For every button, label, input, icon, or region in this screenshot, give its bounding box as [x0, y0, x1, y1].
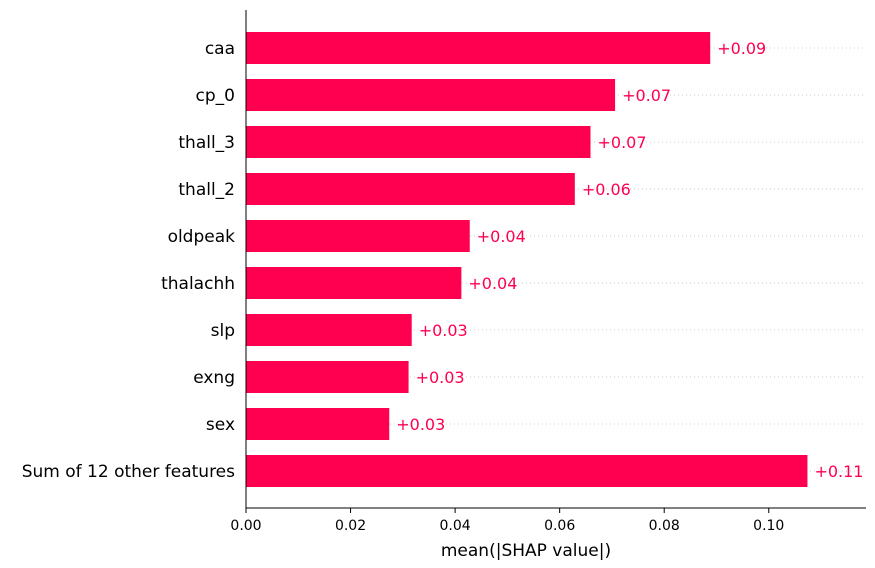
category-label: Sum of 12 other features: [22, 462, 235, 482]
category-label: thall_2: [178, 180, 235, 200]
x-tick-label: 0.08: [649, 518, 680, 534]
value-label: +0.04: [477, 227, 526, 246]
guide-lines: [246, 47, 866, 472]
value-label: +0.07: [622, 86, 671, 105]
bar: [246, 361, 409, 393]
x-ticks: 0.00 0.02 0.04 0.06 0.08 0.10: [230, 508, 784, 534]
category-label: caa: [205, 39, 235, 59]
x-tick-label: 0.06: [544, 518, 575, 534]
bar: [246, 32, 711, 64]
value-label: +0.07: [598, 133, 647, 152]
category-label: cp_0: [196, 86, 235, 106]
bar: [246, 126, 591, 158]
x-tick-label: 0.10: [753, 518, 784, 534]
bar: [246, 79, 616, 111]
x-tick-label: 0.02: [335, 518, 366, 534]
bar: [246, 408, 390, 440]
value-label: +0.11: [814, 462, 863, 481]
x-tick-label: 0.00: [230, 518, 261, 534]
category-label: exng: [193, 368, 235, 388]
value-label: +0.03: [396, 415, 445, 434]
bar: [246, 455, 808, 487]
value-label: +0.04: [468, 274, 517, 293]
category-label: thall_3: [178, 133, 235, 153]
axes: [245, 10, 866, 509]
bar: [246, 173, 575, 205]
value-label: +0.09: [717, 39, 766, 58]
value-label: +0.03: [416, 368, 465, 387]
value-labels: +0.09 +0.07 +0.07 +0.06 +0.04 +0.04 +0.03 +0.03…: [396, 39, 863, 481]
category-label: slp: [211, 321, 235, 341]
bar: [246, 267, 462, 299]
category-label: thalachh: [161, 274, 235, 294]
x-axis-label: mean(|SHAP value|): [441, 541, 611, 561]
value-label: +0.03: [419, 321, 468, 340]
bar: [246, 220, 470, 252]
category-label: sex: [206, 415, 235, 435]
bars: [246, 32, 808, 487]
bar: [246, 314, 412, 346]
value-label: +0.06: [582, 180, 631, 199]
category-label: oldpeak: [168, 227, 236, 247]
x-tick-label: 0.04: [440, 518, 471, 534]
